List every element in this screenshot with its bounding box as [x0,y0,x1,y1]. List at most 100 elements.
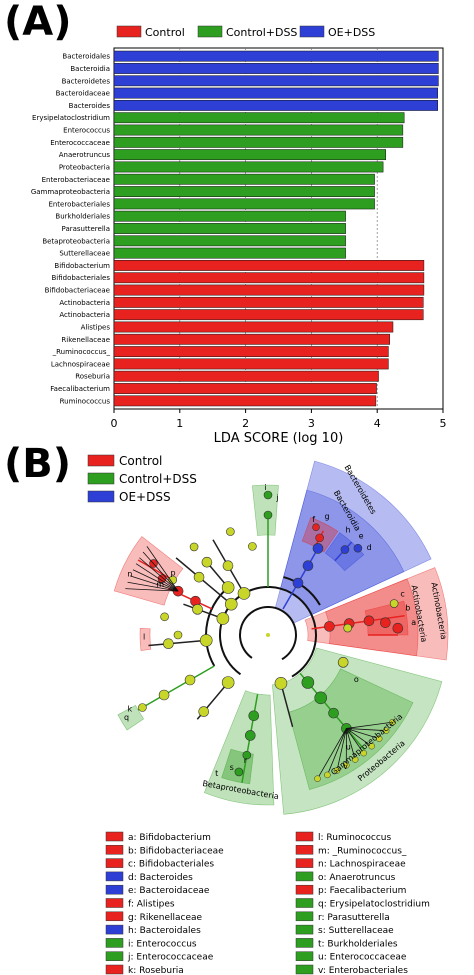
clade-letter-a: a [411,618,416,627]
bar-label-2: Bacteroidetes [62,77,111,85]
clado-legend-label-0: Control [119,454,162,468]
bar-15 [113,235,346,247]
letter-label-11: l: Ruminococcus [318,833,391,843]
tree-node-20 [234,767,244,777]
legend-label-1: Control+DSS [226,26,297,39]
bar-label-1: Bacteroidia [70,65,110,73]
tree-lach-line-4 [135,563,179,592]
panel-a-label: (A) [4,0,72,45]
tree-node-19 [242,750,252,760]
letter-label-17: r: Parasutterella [318,913,390,923]
bar-label-27: Faecalibacterium [50,385,110,393]
letter-swatch-1 [105,845,124,855]
tree-branch-12 [137,559,174,581]
clado-legend-swatch-2 [87,490,115,503]
cladogram-group-legend: Control Control+DSS OE+DSS [87,454,197,504]
x-tick-label-3: 3 [308,417,315,430]
tree-arc-0 [239,606,297,661]
bar-label-3: Bacteroidaceae [56,90,110,98]
tree-node-47 [248,542,257,551]
letter-swatch-10 [105,964,124,975]
bar-10 [113,173,375,185]
tree-leaf-6 [343,762,350,769]
tree-node-4 [353,543,363,553]
tree-branch-21 [280,683,294,727]
clade-letter-r: r [244,756,248,765]
legend-swatch-2 [299,25,325,38]
tree-leaf-line-4 [346,728,364,754]
tree-node-12 [389,599,399,608]
bar-19 [113,284,425,296]
bar-23 [113,333,390,345]
bar-label-18: Bifidobacteriales [51,274,110,282]
letter-swatch-7 [105,924,124,935]
clade-letter-v: v [343,762,348,771]
tree-leaf-3 [368,742,375,750]
tree-node-27 [221,581,235,594]
clade-letter-t: t [215,769,218,778]
letter-label-19: t: Burkholderiales [318,939,398,949]
letter-label-20: u: Enterococcaceae [318,953,407,963]
tree-lach-line-5 [139,557,179,592]
bar-label-0: Bacteroidales [62,53,110,61]
letter-label-8: i: Enterococcus [128,939,197,949]
tree-leaf-2 [375,735,383,742]
bar-8 [113,149,387,161]
tree-node-30 [224,597,238,611]
letter-swatch-18 [295,924,314,935]
tree-root [266,633,270,637]
lda-bar-chart: 0 1 2 3 4 5 LDA SCORE (log 10) Bacteroidales Bac… [31,47,447,446]
bar-26 [113,370,379,382]
bar-14 [113,223,346,234]
tree-lach-line-6 [142,551,179,592]
bar-label-22: Alistipes [81,323,111,331]
legend-label-2: OE+DSS [328,26,375,39]
bar-1 [113,63,439,74]
tree-arc-3 [283,576,321,606]
tree-leaf-7 [333,767,341,774]
letter-swatch-11 [295,831,314,842]
x-tick-label-5: 5 [440,417,447,430]
letter-label-21: v: Enterobacteriales [318,966,408,975]
bar-2 [113,75,439,87]
letter-swatch-4 [105,884,124,895]
clade-shade-actinobacteria [304,567,449,661]
bar-4 [113,99,438,111]
bar-11 [113,186,375,197]
bar-label-24: _Ruminococcus_ [52,348,111,356]
letter-swatch-9 [105,951,124,961]
letter-label-12: m: _Ruminococcus_ [318,846,407,856]
letter-label-2: c: Bifidobacteriales [128,860,214,870]
tree-branch-18 [175,557,232,605]
bar-27 [113,383,377,394]
tree-branch-9 [246,693,259,754]
clade-shade-lachnospiraceae [113,536,184,606]
bar-label-12: Enterobacteriales [48,200,110,208]
tree-node-32 [221,676,235,689]
bar-25 [113,358,389,370]
clado-legend-swatch-1 [87,472,115,485]
tree-leaf-line-0 [346,721,393,729]
clade-letter-m: m [156,580,164,589]
tree-node-6 [312,523,320,532]
tree-node-3 [340,545,350,554]
tree-node-45 [343,623,352,633]
clade-letter-i: i [264,483,266,492]
letter-swatch-2 [105,858,124,868]
letter-label-13: n: Lachnospiraceae [318,860,406,870]
bar-7 [113,136,404,148]
bar-label-7: Enterococcaceae [50,139,110,147]
clado-legend-label-1: Control+DSS [119,472,197,486]
tree-node-2 [312,543,324,554]
letter-label-3: d: Bacteroides [128,873,193,883]
clade-letter-g: g [324,512,329,521]
tree-node-13 [301,676,315,689]
tree-leaf-8 [324,771,331,779]
x-tick-label-2: 2 [242,417,249,430]
tree-leaf-line-2 [346,728,380,740]
bar-17 [113,260,425,271]
clade-letter-q: q [124,713,129,722]
tree-node-23 [157,574,167,583]
bar-24 [113,346,389,358]
letter-label-0: a: Bifidobacterium [128,833,211,843]
